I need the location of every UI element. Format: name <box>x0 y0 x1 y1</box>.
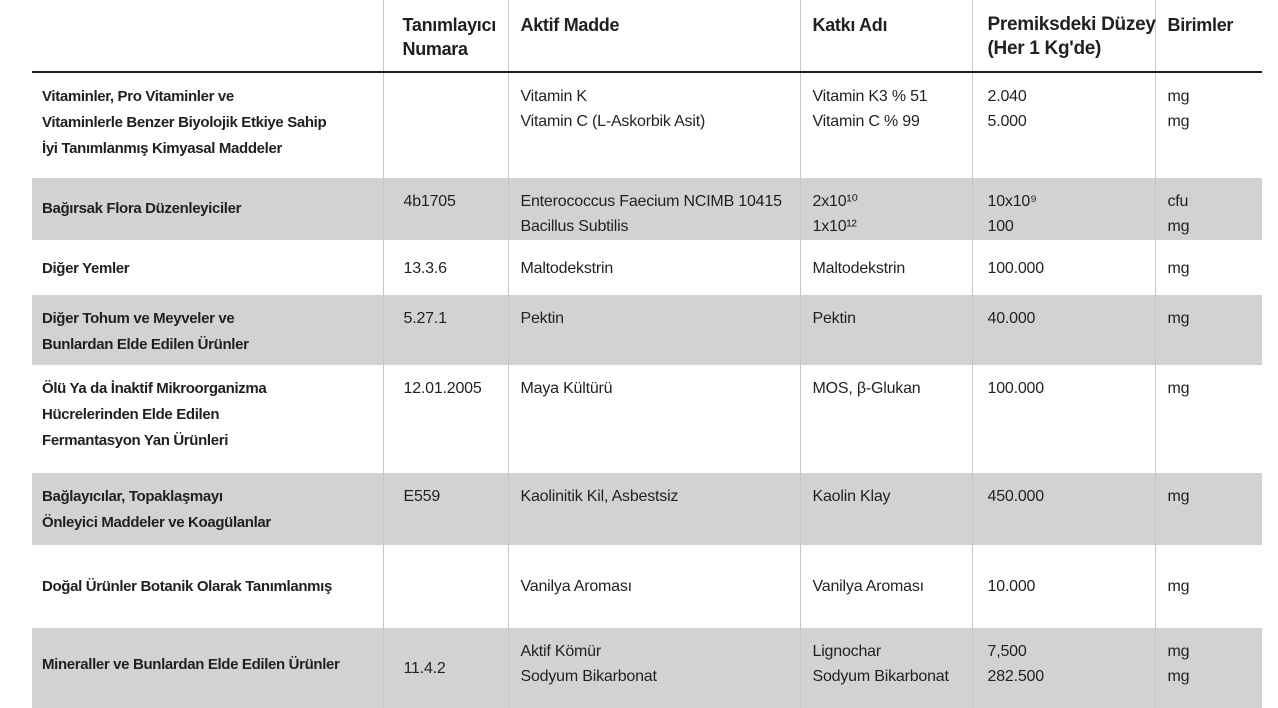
category-cell: Vitaminler, Pro Vitaminler ve Vitaminler… <box>42 88 327 157</box>
premix-level-cell: 450.000 <box>971 473 1155 545</box>
table-row: Diğer Tohum ve Meyveler ve Bunlardan Eld… <box>32 295 1262 365</box>
table-body: Vitaminler, Pro Vitaminler ve Vitaminler… <box>32 72 1262 708</box>
additive-name-cell: Lignochar Sodyum Bikarbonat <box>799 628 972 708</box>
active-substance-cell: Aktif Kömür Sodyum Bikarbonat <box>507 628 800 708</box>
table-row: Vitaminler, Pro Vitaminler ve Vitaminler… <box>32 72 1262 178</box>
additive-name-cell: Kaolin Klay <box>799 473 972 545</box>
premix-level-cell: 100.000 <box>971 365 1155 473</box>
identifier-number-cell: 5.27.1 <box>382 295 508 365</box>
units-cell: mg mg <box>1154 72 1262 178</box>
premix-level-cell: 7,500 282.500 <box>971 628 1155 708</box>
column-header-category <box>32 0 383 73</box>
table-row: Diğer Yemler 13.3.6 Maltodekstrin Maltodeks… <box>32 240 1262 295</box>
additive-name-cell: MOS, β-Glukan <box>799 365 972 473</box>
table-row: Ölü Ya da İnaktif Mikroorganizma Hücrele… <box>32 365 1262 473</box>
units-cell: mg <box>1154 240 1262 295</box>
category-cell: Ölü Ya da İnaktif Mikroorganizma Hücrele… <box>42 380 267 449</box>
category-cell: Diğer Yemler <box>42 260 130 277</box>
category-cell: Doğal Ürünler Botanik Olarak Tanımlanmış <box>42 578 332 595</box>
identifier-number-cell <box>382 545 508 628</box>
premix-level-cell: 10x10⁹ 100 <box>971 178 1155 240</box>
table-row: Doğal Ürünler Botanik Olarak Tanımlanmış… <box>32 545 1262 628</box>
additive-name-cell: 2x10¹⁰ 1x10¹² <box>799 178 972 240</box>
units-cell: mg <box>1154 473 1262 545</box>
column-header-active-substance: Aktif Madde <box>507 0 800 73</box>
active-substance-cell: Pektin <box>507 295 800 365</box>
premix-level-cell: 10.000 <box>971 545 1155 628</box>
additive-name-cell: Vitamin K3 % 51 Vitamin C % 99 <box>799 72 972 178</box>
units-cell: mg <box>1154 365 1262 473</box>
category-cell: Bağlayıcılar, Topaklaşmayı Önleyici Madd… <box>42 488 271 531</box>
additive-name-cell: Pektin <box>799 295 972 365</box>
premix-additives-table: Tanımlayıcı Numara Aktif Madde Katkı Adı… <box>32 0 1262 708</box>
table-row: Bağlayıcılar, Topaklaşmayı Önleyici Madd… <box>32 473 1262 545</box>
premix-level-cell: 100.000 <box>971 240 1155 295</box>
column-header-identifier-number: Tanımlayıcı Numara <box>382 0 508 73</box>
category-cell: Bağırsak Flora Düzenleyiciler <box>42 200 242 217</box>
units-cell: mg <box>1154 545 1262 628</box>
category-cell: Mineraller ve Bunlardan Elde Edilen Ürün… <box>42 656 340 673</box>
additive-name-cell: Vanilya Aroması <box>799 545 972 628</box>
premix-level-cell: 40.000 <box>971 295 1155 365</box>
column-header-additive-name: Katkı Adı <box>799 0 972 73</box>
active-substance-cell: Vanilya Aroması <box>507 545 800 628</box>
active-substance-cell: Maltodekstrin <box>507 240 800 295</box>
premix-level-cell: 2.040 5.000 <box>971 72 1155 178</box>
units-cell: mg mg <box>1154 628 1262 708</box>
identifier-number-cell <box>382 72 508 178</box>
table-header: Tanımlayıcı Numara Aktif Madde Katkı Adı… <box>32 0 1262 73</box>
active-substance-cell: Vitamin K Vitamin C (L-Askorbik Asit) <box>507 72 800 178</box>
column-header-units: Birimler <box>1154 0 1262 73</box>
column-header-premix-level: Premiksdeki Düzey (Her 1 Kg'de) <box>971 0 1156 73</box>
units-cell: mg <box>1154 295 1262 365</box>
table-row: Bağırsak Flora Düzenleyiciler 4b1705 Enter… <box>32 178 1262 240</box>
identifier-number-cell: 4b1705 <box>382 178 508 240</box>
additive-name-cell: Maltodekstrin <box>799 240 972 295</box>
active-substance-cell: Kaolinitik Kil, Asbestsiz <box>507 473 800 545</box>
active-substance-cell: Enterococcus Faecium NCIMB 10415 Bacillu… <box>507 178 800 240</box>
table-row: Mineraller ve Bunlardan Elde Edilen Ürün… <box>32 628 1262 708</box>
identifier-number-cell: 11.4.2 <box>382 628 508 708</box>
premix-table-container: Tanımlayıcı Numara Aktif Madde Katkı Adı… <box>32 0 1262 708</box>
units-cell: cfu mg <box>1154 178 1262 240</box>
category-cell: Diğer Tohum ve Meyveler ve Bunlardan Eld… <box>42 310 249 353</box>
identifier-number-cell: 12.01.2005 <box>382 365 508 473</box>
header-row: Tanımlayıcı Numara Aktif Madde Katkı Adı… <box>32 0 1262 73</box>
identifier-number-cell: 13.3.6 <box>382 240 508 295</box>
identifier-number-cell: E559 <box>382 473 508 545</box>
active-substance-cell: Maya Kültürü <box>507 365 800 473</box>
